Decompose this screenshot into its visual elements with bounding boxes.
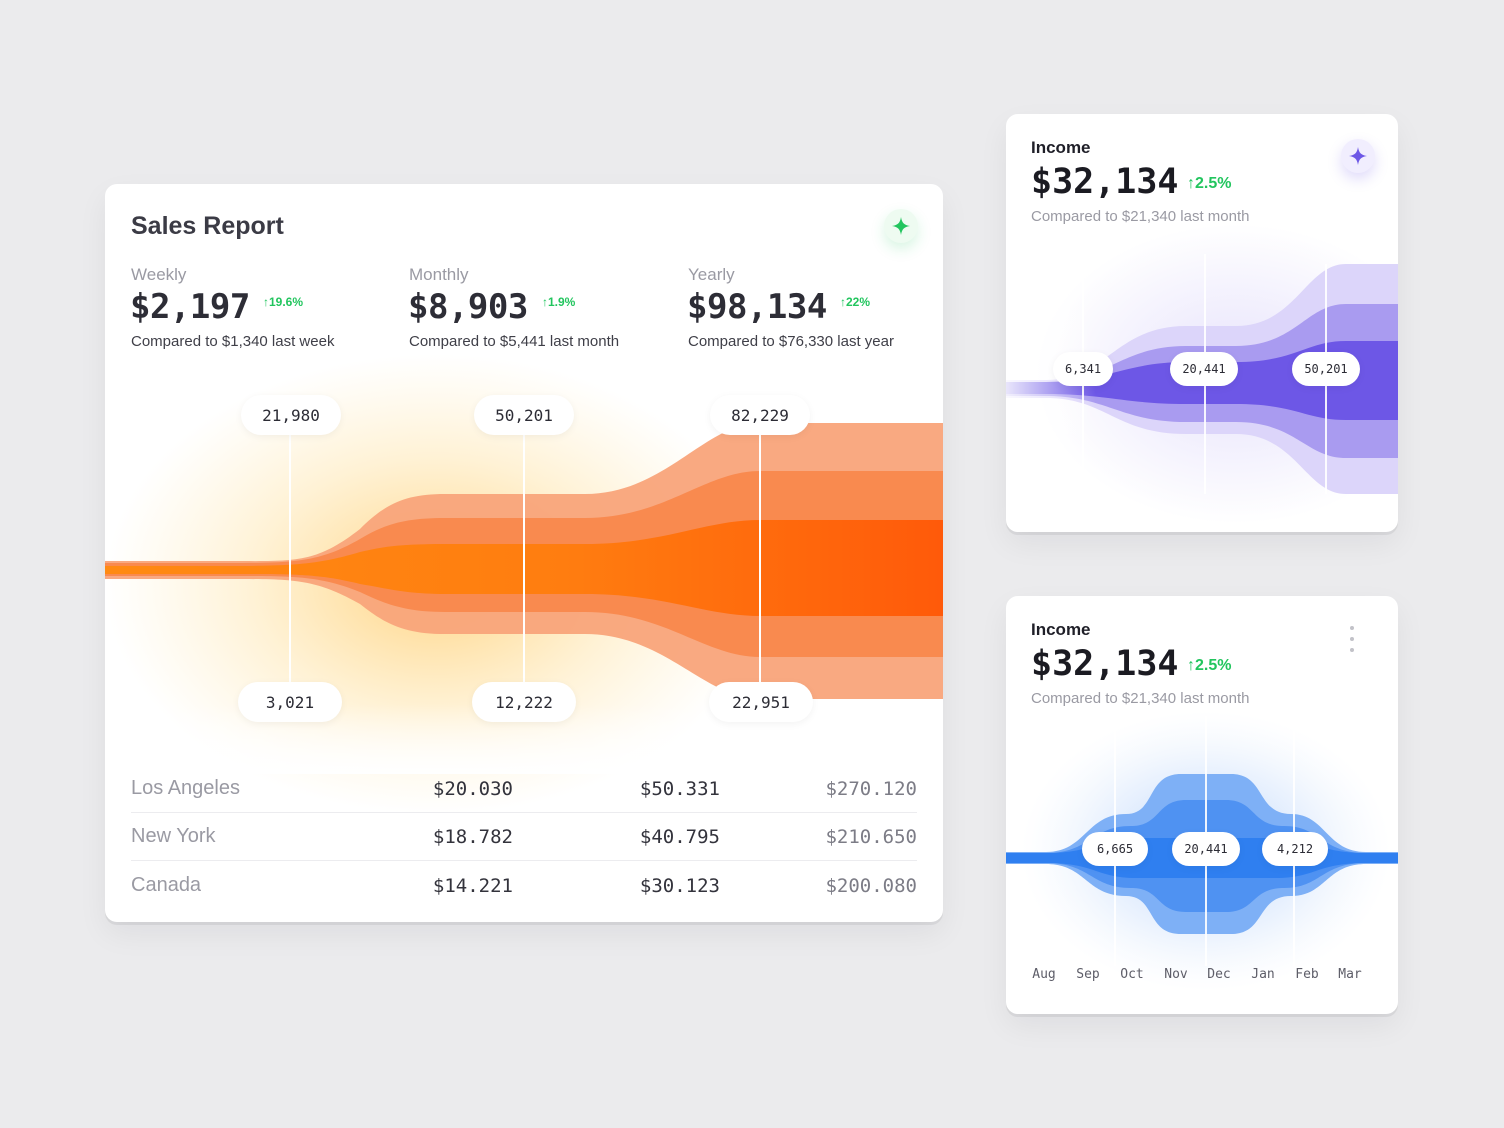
table-cell-weekly: $14.221: [432, 875, 513, 897]
table-cell-monthly: $40.795: [639, 826, 720, 848]
sparkle-button[interactable]: [1341, 139, 1375, 173]
metric-change-yearly: ↑22%: [840, 295, 871, 309]
month-label: Nov: [1164, 967, 1188, 982]
marker-pill: 6,665: [1082, 832, 1148, 866]
marker-pill: 20,441: [1172, 832, 1240, 866]
metric-label-weekly: Weekly: [131, 265, 187, 284]
table-cell-yearly: $200.080: [825, 875, 917, 897]
more-vertical-icon[interactable]: [1346, 626, 1358, 652]
table-row-city: Los Angeles: [131, 777, 240, 799]
marker-line-weekly: [289, 422, 291, 684]
metric-value-monthly: $8,903: [408, 287, 528, 327]
metric-compare-weekly: Compared to $1,340 last week: [131, 333, 335, 350]
metric-label-yearly: Yearly: [688, 265, 735, 284]
marker-pill: 50,201: [1292, 352, 1360, 386]
sparkle-button[interactable]: [884, 209, 918, 243]
income-value: $32,134: [1031, 162, 1179, 202]
marker-pill-top: 21,980: [241, 395, 341, 435]
marker-pill: 20,441: [1170, 352, 1238, 386]
income-value: $32,134: [1031, 644, 1179, 684]
metric-label-monthly: Monthly: [409, 265, 469, 284]
marker-pill-top: 82,229: [710, 395, 810, 435]
marker-pill-bottom: 3,021: [238, 682, 342, 722]
marker-pill: 4,212: [1262, 832, 1328, 866]
metric-change-weekly: ↑19.6%: [263, 295, 304, 309]
card-title: Income: [1031, 620, 1091, 639]
table-cell-weekly: $20.030: [432, 778, 513, 800]
month-label: Jan: [1251, 967, 1275, 982]
table-cell-monthly: $30.123: [639, 875, 720, 897]
chart-fade: [1006, 234, 1096, 434]
table-cell-yearly: $210.650: [825, 826, 917, 848]
table-row-city: Canada: [131, 874, 202, 896]
income-change: ↑2.5%: [1187, 175, 1232, 192]
row-divider: [131, 812, 917, 813]
month-label: Dec: [1207, 967, 1231, 982]
income-change: ↑2.5%: [1187, 657, 1232, 674]
card-title: Sales Report: [131, 212, 284, 240]
metric-value-yearly: $98,134: [687, 287, 827, 327]
sales-report-card: Sales Report Weekly $2,197 ↑19.6% Compar…: [105, 184, 943, 922]
income-compare: Compared to $21,340 last month: [1031, 208, 1250, 225]
card-title: Income: [1031, 138, 1091, 157]
table-cell-weekly: $18.782: [432, 826, 513, 848]
marker-line-yearly: [759, 422, 761, 684]
marker-line-monthly: [523, 422, 525, 684]
metric-compare-yearly: Compared to $76,330 last year: [688, 333, 894, 350]
month-label: Oct: [1120, 967, 1144, 982]
marker-pill-bottom: 12,222: [472, 682, 576, 722]
month-label: Mar: [1338, 967, 1362, 982]
metric-compare-monthly: Compared to $5,441 last month: [409, 333, 620, 350]
row-divider: [131, 860, 917, 861]
month-label: Sep: [1076, 967, 1100, 982]
marker-pill: 6,341: [1053, 352, 1113, 386]
marker-pill-bottom: 22,951: [709, 682, 813, 722]
metric-change-monthly: ↑1.9%: [542, 295, 576, 309]
income-card-blue: Income $32,134 ↑2.5% Compared to $21,340…: [1006, 596, 1398, 1014]
table-cell-monthly: $50.331: [639, 778, 720, 800]
marker-pill-top: 50,201: [474, 395, 574, 435]
sparkle-icon: [1349, 147, 1367, 165]
sparkle-icon: [892, 217, 910, 235]
table-row-city: New York: [131, 825, 216, 847]
table-cell-yearly: $270.120: [825, 778, 917, 800]
month-label: Feb: [1295, 967, 1319, 982]
income-compare: Compared to $21,340 last month: [1031, 690, 1250, 707]
metric-value-weekly: $2,197: [130, 287, 250, 327]
income-card-purple: Income $32,134 ↑2.5% Compared to $21,340…: [1006, 114, 1398, 532]
month-label: Aug: [1032, 967, 1056, 982]
